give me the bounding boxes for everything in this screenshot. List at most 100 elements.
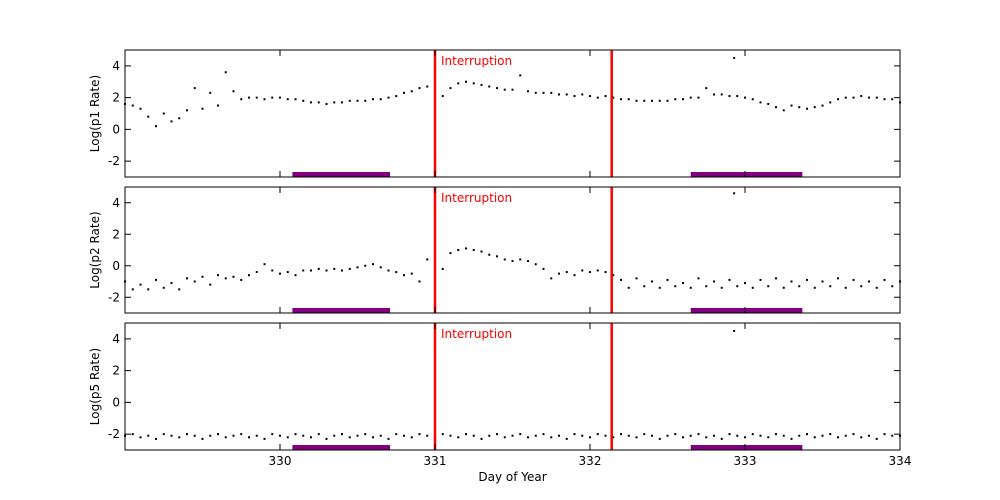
- point: [271, 433, 274, 436]
- point: [240, 278, 243, 281]
- point: [713, 280, 715, 283]
- point: [534, 434, 537, 437]
- point: [604, 95, 607, 98]
- point: [155, 125, 157, 128]
- point: [232, 434, 235, 437]
- point: [372, 98, 374, 101]
- point: [612, 436, 615, 439]
- point: [744, 282, 746, 285]
- point: [565, 93, 568, 96]
- axes-frame: [124, 186, 901, 314]
- point: [658, 286, 661, 289]
- point: [162, 433, 165, 436]
- point: [449, 252, 452, 255]
- point: [465, 433, 467, 436]
- point: [519, 74, 522, 77]
- x-tick-label: 331: [424, 454, 447, 468]
- point: [341, 269, 343, 272]
- point: [565, 437, 568, 440]
- point: [410, 436, 413, 439]
- point: [844, 96, 847, 99]
- point: [217, 274, 219, 277]
- point: [534, 91, 537, 94]
- point: [635, 277, 638, 280]
- point: [620, 98, 622, 101]
- point: [139, 107, 142, 110]
- point: [379, 434, 382, 437]
- point: [860, 436, 863, 439]
- point: [294, 433, 297, 436]
- point: [736, 95, 739, 98]
- y-tick-label: 2: [112, 91, 120, 105]
- point: [511, 88, 514, 91]
- point: [271, 96, 274, 99]
- point: [542, 433, 545, 436]
- point: [217, 433, 219, 436]
- point: [674, 433, 677, 436]
- point: [480, 437, 483, 440]
- point: [426, 434, 429, 437]
- point: [170, 120, 173, 123]
- point: [488, 434, 491, 437]
- point: [395, 95, 398, 98]
- point: [860, 285, 863, 288]
- point: [782, 286, 785, 289]
- point: [426, 258, 429, 261]
- point: [465, 80, 467, 83]
- point: [449, 87, 452, 90]
- point: [550, 91, 553, 94]
- point: [837, 277, 839, 280]
- axes-frame: [124, 322, 901, 451]
- point: [325, 102, 328, 105]
- point: [162, 286, 165, 289]
- point: [806, 107, 808, 110]
- point: [604, 271, 607, 274]
- point: [186, 433, 188, 436]
- point: [868, 96, 870, 99]
- point: [806, 433, 808, 436]
- point: [294, 98, 297, 101]
- span-bar: [292, 172, 391, 177]
- point: [302, 269, 305, 272]
- x-tick-label: 334: [889, 454, 912, 468]
- point: [589, 271, 591, 274]
- y-tick-label: 2: [112, 227, 120, 241]
- point: [488, 85, 491, 88]
- point: [767, 102, 770, 105]
- point: [891, 285, 894, 288]
- point: [317, 433, 320, 436]
- y-tick-label: 4: [112, 196, 120, 210]
- annotation: Interruption: [441, 191, 512, 205]
- point: [775, 433, 777, 436]
- point: [573, 433, 576, 436]
- point: [147, 115, 150, 118]
- axes-frame: [124, 49, 901, 178]
- point: [612, 96, 615, 99]
- point: [364, 264, 367, 267]
- point: [147, 288, 150, 291]
- point: [155, 278, 157, 281]
- point: [658, 437, 661, 440]
- point: [472, 434, 475, 437]
- point: [279, 272, 281, 275]
- point: [759, 101, 762, 104]
- point: [581, 269, 584, 272]
- point: [558, 434, 560, 437]
- point: [418, 87, 421, 90]
- point: [751, 286, 754, 289]
- point: [829, 101, 832, 104]
- point: [697, 96, 700, 99]
- point: [697, 277, 700, 280]
- y-axis-label: Log(p5 Rate): [88, 348, 102, 425]
- x-tick-label: 330: [269, 454, 292, 468]
- point: [341, 101, 343, 104]
- point: [782, 434, 785, 437]
- y-tick-label: 0: [112, 259, 120, 273]
- point: [883, 278, 886, 281]
- point: [356, 434, 359, 437]
- point: [875, 437, 878, 440]
- point: [379, 98, 382, 101]
- x-tick-label: 333: [734, 454, 757, 468]
- point: [472, 82, 475, 85]
- point: [519, 258, 522, 261]
